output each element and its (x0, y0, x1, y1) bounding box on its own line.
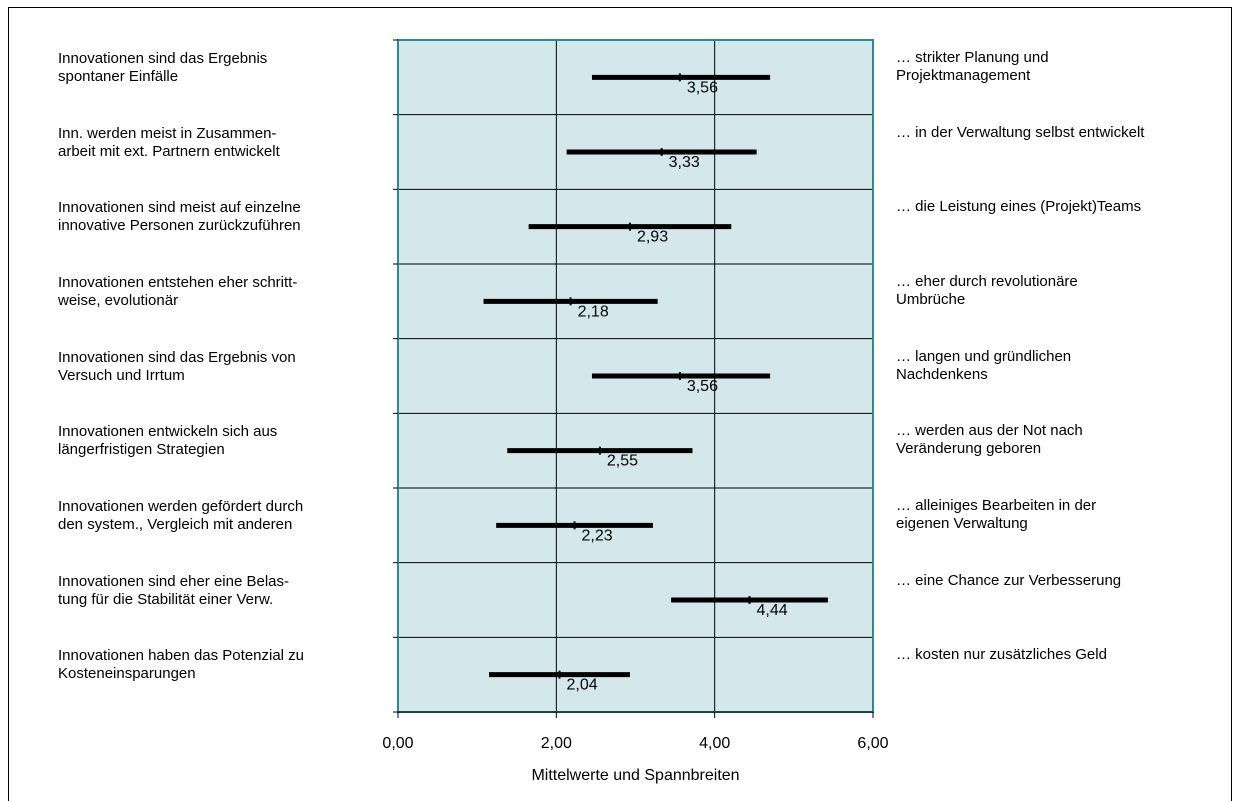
mean-label: 2,55 (607, 453, 638, 470)
left-statement-label: Innovationen sind das Ergebnis spontaner… (58, 50, 268, 85)
left-statement-label: Innovationen haben das Potenzial zu Kost… (58, 647, 305, 683)
right-statement-label: … eher durch revolutionäre Umbrüche (896, 273, 1078, 308)
right-statement-label: … werden aus der Not nach Veränderung ge… (896, 422, 1083, 458)
right-statement-label: … eine Chance zur Verbesserung (896, 571, 1122, 589)
left-statement-label: Innovationen sind eher eine Belas- tung … (58, 572, 289, 608)
left-statement-label: Innovationen sind das Ergebnis von Versu… (58, 348, 296, 384)
mean-label: 2,93 (637, 229, 668, 246)
mean-label: 2,18 (578, 303, 609, 320)
left-statement-label: Inn. werden meist in Zusammen- arbeit mi… (58, 124, 280, 160)
mean-label: 3,56 (687, 79, 718, 96)
left-statement-label: Innovationen entstehen eher schritt- wei… (58, 274, 298, 309)
left-statement-label: Innovationen werden gefördert durch den … (58, 498, 304, 533)
mean-label: 3,33 (669, 154, 700, 171)
chart-frame (8, 7, 1232, 801)
right-statement-label: … kosten nur zusätzliches Geld (896, 646, 1107, 664)
x-tick-label: 6,00 (857, 735, 888, 752)
mean-label: 2,04 (567, 677, 598, 694)
x-axis-label: Mittelwerte und Spannbreiten (531, 767, 739, 784)
left-statement-label: Innovationen sind meist auf einzelne inn… (58, 199, 301, 235)
right-statement-label: … in der Verwaltung selbst entwickelt (896, 123, 1145, 141)
x-tick-label: 0,00 (382, 735, 413, 752)
left-statement-label: Innovationen entwickeln sich aus längerf… (58, 423, 278, 459)
right-statement-label: … langen und gründlichen Nachdenkens (896, 347, 1072, 383)
x-tick-label: 4,00 (699, 735, 730, 752)
mean-label: 4,44 (757, 602, 788, 619)
right-statement-label: … strikter Planung und Projektmanagement (896, 49, 1049, 84)
mean-label: 2,23 (582, 527, 613, 544)
x-tick-label: 2,00 (541, 735, 572, 752)
mean-label: 3,56 (687, 378, 718, 395)
right-statement-label: … alleiniges Bearbeiten in der eigenen V… (896, 497, 1097, 532)
right-statement-label: … die Leistung eines (Projekt)Teams (896, 198, 1142, 216)
